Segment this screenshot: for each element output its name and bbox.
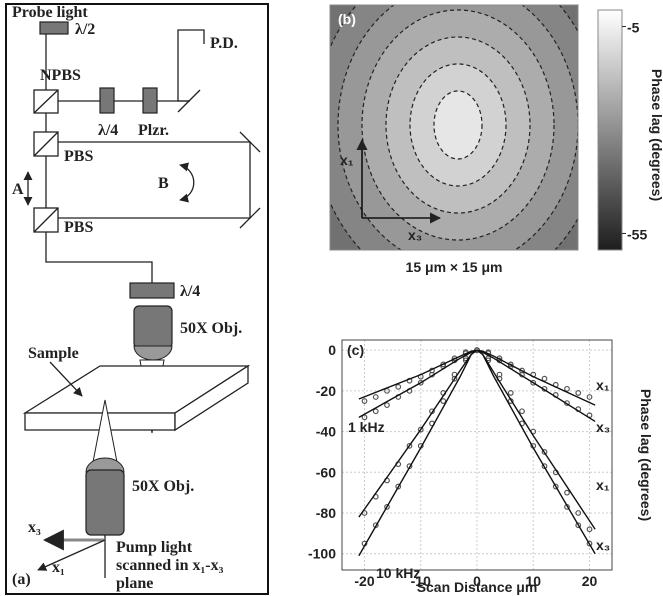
data-point <box>385 403 390 408</box>
y-axis-label: Phase lag (degrees) <box>638 389 654 521</box>
panel-label: (a) <box>12 571 31 588</box>
label: Pump light <box>116 539 193 556</box>
label: Plzr. <box>138 122 169 139</box>
data-point <box>542 376 547 381</box>
y-tick-label: -40 <box>316 424 336 440</box>
x-axis-label: Scan Distance μm <box>417 579 538 595</box>
panel-b: (b) x₁ x₃ 15 μm × 15 μm -5 -55 Phase lag (degr… <box>242 0 663 375</box>
y-tick-label: 0 <box>328 342 336 358</box>
plot-frame <box>342 340 612 570</box>
label: P.D. <box>210 35 238 52</box>
panel-frame <box>6 4 268 594</box>
waveplate <box>130 283 174 298</box>
label: B <box>158 175 169 192</box>
annotation: 1 kHz <box>348 419 385 435</box>
x-tick-label: -20 <box>354 573 374 589</box>
waveplate <box>100 88 114 113</box>
annotation: x₁ <box>596 477 610 493</box>
caption: 15 μm × 15 μm <box>406 259 503 275</box>
label: Probe light <box>12 4 88 21</box>
objective <box>86 470 124 535</box>
polarizer <box>143 88 157 113</box>
label: λ/4 <box>180 283 200 300</box>
data-point <box>373 395 378 400</box>
colorbar-tick-label: -5 <box>627 20 640 36</box>
colorbar-label: Phase lag (degrees) <box>649 69 663 201</box>
axis-label: x₁ <box>340 152 354 168</box>
label: scanned in x₁-x₃ <box>116 557 224 574</box>
axis-label: x₃ <box>408 227 422 243</box>
label: NPBS <box>40 67 81 84</box>
label: Sample <box>28 345 79 362</box>
laser <box>40 22 68 34</box>
label: λ/2 <box>75 21 95 38</box>
label: PBS <box>64 219 93 236</box>
label: λ/4 <box>98 122 118 139</box>
label: 50X Obj. <box>180 320 242 337</box>
data-point <box>565 490 570 495</box>
colorbar-tick-label: -55 <box>627 226 647 242</box>
label: A <box>12 181 24 198</box>
label: 50X Obj. <box>132 478 194 495</box>
y-tick-label: -100 <box>308 546 336 562</box>
label: PBS <box>64 148 93 165</box>
panel-a: Probe light λ/2 P.D. NPBS λ/4 Plzr. PBS … <box>6 4 268 594</box>
data-point <box>520 409 525 414</box>
x-tick-label: 20 <box>582 573 598 589</box>
annotation: x₃ <box>596 419 610 435</box>
data-point <box>373 409 378 414</box>
y-tick-label: -80 <box>316 505 336 521</box>
y-tick-label: -20 <box>316 383 336 399</box>
figure: Probe light λ/2 P.D. NPBS λ/4 Plzr. PBS … <box>0 0 663 596</box>
label: x₁ <box>52 559 65 576</box>
label: plane <box>116 575 153 592</box>
colorbar <box>598 10 622 250</box>
data-point <box>396 385 401 390</box>
y-tick-label: -60 <box>316 464 336 480</box>
label: x₃ <box>28 519 41 536</box>
panel-label: (b) <box>338 11 356 27</box>
annotation: x₁ <box>596 377 610 393</box>
annotation: 10 kHz <box>376 565 420 581</box>
annotation: x₃ <box>596 537 610 553</box>
objective <box>134 306 172 348</box>
panel-label: (c) <box>347 342 364 358</box>
